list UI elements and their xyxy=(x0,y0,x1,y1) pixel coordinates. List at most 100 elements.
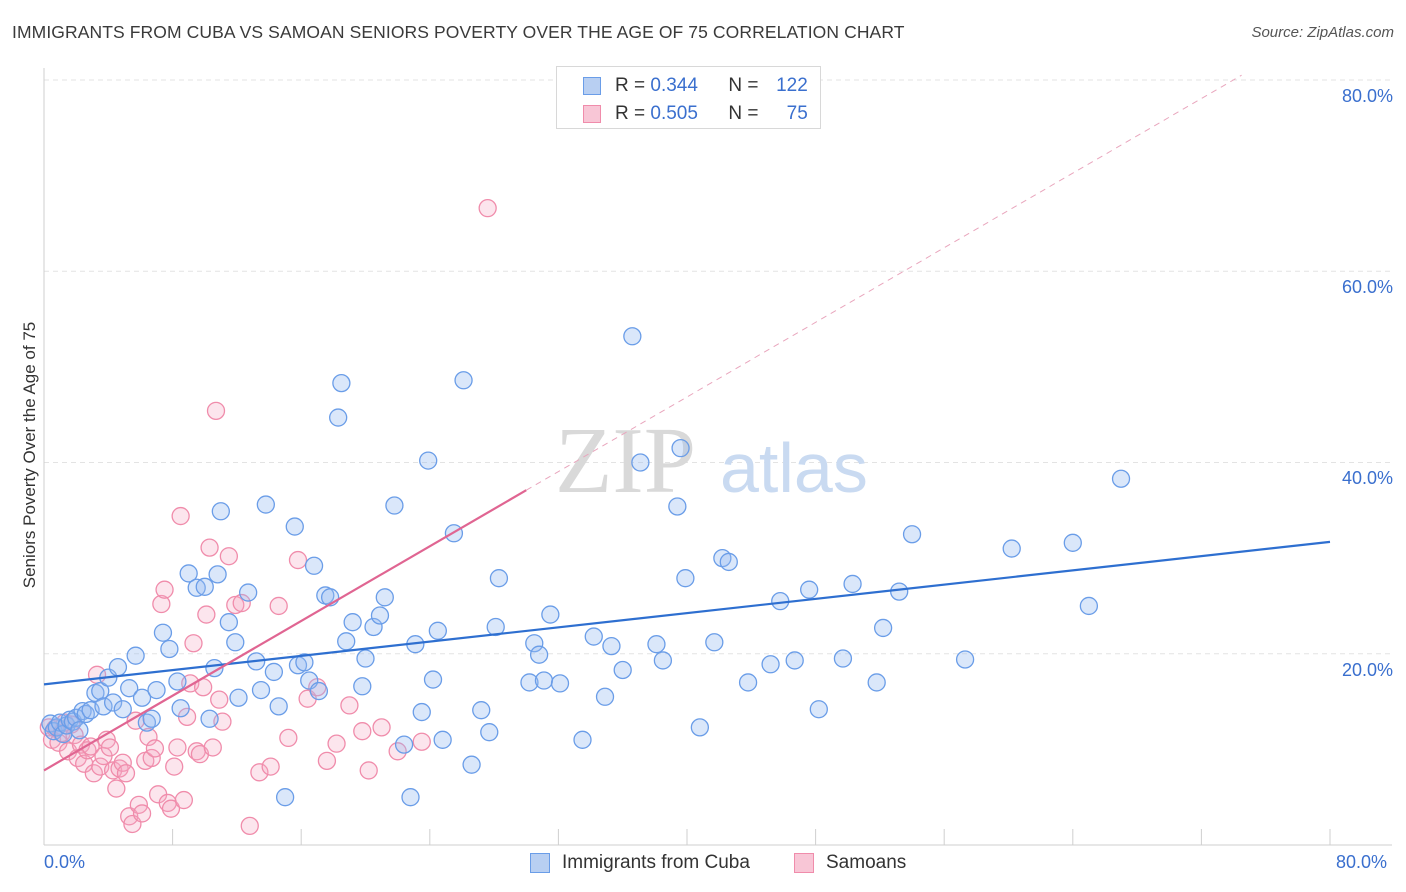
cuba-point xyxy=(433,730,452,749)
cuba-point xyxy=(304,556,324,575)
cuba-point xyxy=(668,497,687,516)
r-label: R = xyxy=(615,75,646,96)
cuba-point xyxy=(462,755,481,774)
samoa-point xyxy=(139,727,158,747)
cuba-point xyxy=(867,673,886,692)
y-tick-40: 40.0% xyxy=(1341,468,1393,488)
cuba-point xyxy=(486,617,505,637)
cuba-point xyxy=(1111,469,1131,488)
samoa-point xyxy=(359,761,378,780)
y-tick-80: 80.0% xyxy=(1341,86,1393,106)
samoa-point xyxy=(219,547,239,566)
samoa-point xyxy=(168,738,187,757)
samoa-point xyxy=(478,198,497,218)
samoa-point xyxy=(113,753,132,772)
axes xyxy=(43,68,1392,846)
samoa-point xyxy=(126,711,145,730)
samoa-point xyxy=(152,594,171,614)
y-tick-60: 60.0% xyxy=(1341,277,1393,297)
cuba-point xyxy=(843,574,862,594)
watermark-zip: ZIP xyxy=(555,409,696,513)
samoa-legend-swatch xyxy=(794,853,814,873)
cuba-point xyxy=(343,613,362,632)
cuba-point xyxy=(171,699,190,718)
cuba-point xyxy=(113,700,132,719)
cuba-points xyxy=(41,327,1131,807)
cuba-point xyxy=(160,639,179,659)
cuba-point xyxy=(353,677,372,696)
cuba-point xyxy=(179,564,198,583)
samoa-point xyxy=(240,816,259,836)
legend-label-cuba: Immigrants from Cuba xyxy=(562,852,750,873)
cuba-point xyxy=(370,606,390,625)
cuba-point xyxy=(785,651,804,670)
chart-title: IMMIGRANTS FROM CUBA VS SAMOAN SENIORS P… xyxy=(12,22,905,42)
samoa-point xyxy=(116,764,136,783)
cuba-point xyxy=(800,580,819,599)
series-legend: Immigrants from Cuba Samoans xyxy=(0,852,1406,878)
cuba-point xyxy=(70,721,89,740)
cuba-point xyxy=(153,623,173,642)
samoa-point xyxy=(317,751,337,770)
cuba-point xyxy=(595,687,615,706)
cuba-point xyxy=(211,502,230,521)
cuba-point xyxy=(761,655,780,674)
cuba-trend-line xyxy=(43,540,1331,686)
cuba-point xyxy=(120,679,139,698)
cuba-point xyxy=(873,618,893,638)
cuba-point xyxy=(147,680,166,700)
cuba-point xyxy=(275,788,295,807)
cuba-point xyxy=(602,636,621,656)
samoa-points xyxy=(39,198,497,836)
cuba-point xyxy=(472,701,491,720)
cuba-point xyxy=(423,670,443,689)
cuba-point xyxy=(480,723,499,742)
cuba-point xyxy=(541,605,560,624)
cuba-point xyxy=(647,635,666,654)
cuba-point xyxy=(573,730,592,749)
samoa-point xyxy=(165,757,184,776)
cuba-point xyxy=(295,653,314,672)
cuba-point xyxy=(285,517,304,536)
samoa-point xyxy=(197,605,216,624)
samoa-point xyxy=(210,690,229,709)
x-tick-max: 80.0% xyxy=(1336,852,1388,872)
watermark-atlas: atlas xyxy=(720,429,868,507)
samoa-swatch xyxy=(583,105,601,123)
cuba-point xyxy=(205,658,224,678)
cuba-point xyxy=(226,633,245,652)
cuba-point xyxy=(256,495,275,514)
cuba-point xyxy=(833,649,853,668)
samoa-point xyxy=(232,593,251,613)
cuba-point xyxy=(902,525,922,544)
cuba-point xyxy=(550,674,570,693)
samoa-trend-extension xyxy=(525,74,1242,491)
samoa-point xyxy=(145,739,165,758)
cuba-point xyxy=(264,662,284,682)
samoa-point xyxy=(269,596,288,616)
cuba-point xyxy=(356,649,375,668)
n-value-cuba: 122 xyxy=(776,75,808,96)
samoa-point xyxy=(288,550,308,570)
stats-row-samoa: R = 0.505 N = 75 xyxy=(583,103,808,125)
samoa-point xyxy=(327,734,346,753)
samoa-point xyxy=(174,790,194,810)
cuba-point xyxy=(955,650,975,669)
cuba-point xyxy=(329,408,348,427)
legend-item-samoa[interactable]: Samoans xyxy=(794,852,906,874)
samoa-point xyxy=(279,728,298,748)
cuba-point xyxy=(1063,533,1082,552)
cuba-point xyxy=(738,673,758,692)
cuba-point xyxy=(394,735,414,754)
r-value-cuba: 0.344 xyxy=(650,75,698,96)
samoa-point xyxy=(412,732,431,751)
samoa-point xyxy=(372,718,391,737)
n-label: N = xyxy=(728,103,759,124)
samoa-point xyxy=(100,738,120,757)
cuba-point xyxy=(168,672,187,691)
samoa-point xyxy=(107,779,126,798)
r-label: R = xyxy=(615,103,646,124)
samoa-point xyxy=(132,804,152,823)
legend-item-cuba[interactable]: Immigrants from Cuba xyxy=(530,852,750,874)
samoa-trend-line xyxy=(43,489,527,772)
